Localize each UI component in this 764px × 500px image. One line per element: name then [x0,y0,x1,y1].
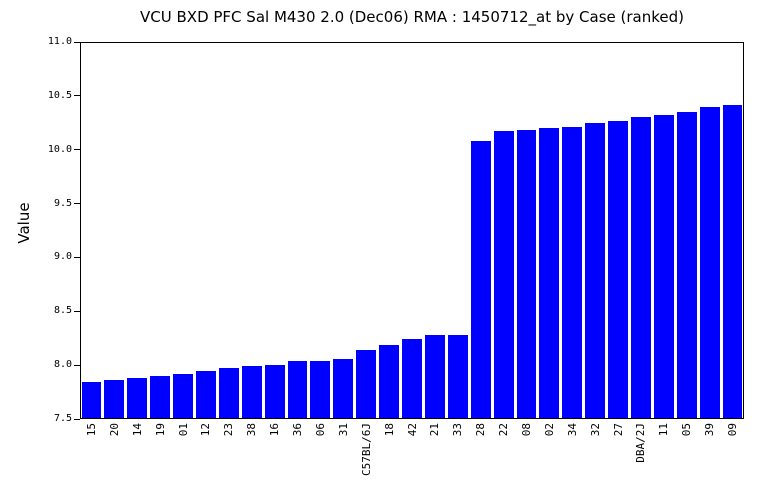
bar [287,360,308,418]
y-tick-mark [74,41,80,43]
x-tick-label: 20 [107,423,121,437]
bar [631,117,651,418]
bar [608,120,628,418]
bar [104,380,125,418]
y-tick-label: 8.0 [53,359,72,371]
x-tick-label: 21 [428,423,442,437]
x-tick-label: 28 [474,423,488,437]
x-tick-label: 23 [222,423,236,437]
bar [333,358,354,418]
y-tick-label: 10.5 [47,89,72,101]
x-tick-label: 05 [680,423,694,437]
y-tick-mark [74,310,80,312]
bar [493,131,514,418]
bar [585,122,606,418]
x-tick-label: 31 [336,423,350,437]
bar [356,350,377,418]
y-tick-mark [74,256,80,258]
bar [699,106,720,418]
bar [81,382,102,418]
x-tick-label: DBA/2J [634,423,648,463]
bar [173,373,193,418]
bar [150,376,171,418]
x-tick-label: 02 [542,423,556,437]
y-axis-label: Value [15,202,33,244]
plot-area [80,42,744,419]
bar [264,365,285,418]
x-tick-label: 19 [153,423,167,437]
x-tick-label: 11 [657,423,671,437]
x-tick-label: 14 [130,423,144,437]
x-tick-label: 08 [519,423,533,437]
x-tick-label: 01 [176,423,190,437]
y-tick-mark [74,364,80,366]
x-tick-label: 18 [382,423,396,437]
x-tick-label: 09 [726,423,740,437]
chart-title: VCU BXD PFC Sal M430 2.0 (Dec06) RMA : 1… [140,8,684,26]
y-tick-label: 8.5 [53,305,72,317]
bar [676,112,697,418]
bar [653,115,674,418]
x-tick-label: 15 [84,423,98,437]
x-tick-label: 32 [588,423,602,437]
x-tick-label: 33 [451,423,465,437]
x-tick-label: 38 [245,423,259,437]
x-tick-label: 27 [611,423,625,437]
x-tick-label: C57BL/6J [359,423,373,476]
bar [127,378,148,418]
x-tick-label: 12 [199,423,213,437]
bar [402,339,422,418]
y-tick-mark [74,149,80,151]
bar [241,366,262,418]
y-tick-mark [74,203,80,205]
bar [722,104,743,418]
x-tick-label: 06 [313,423,327,437]
y-tick-label: 7.5 [53,413,72,424]
y-tick-label: 10.0 [47,143,72,155]
x-tick-label: 42 [405,423,419,437]
y-tick-mark [74,418,80,420]
bar [470,141,491,418]
x-tick-label: 22 [497,423,511,437]
y-tick-label: 9.5 [53,197,72,209]
x-tick-label: 34 [565,423,579,437]
bar [218,368,239,418]
bar [195,370,216,418]
x-tick-label: 16 [268,423,282,437]
bar [562,127,583,418]
x-tick-label: 39 [703,423,717,437]
bar [447,335,468,418]
y-tick-mark [74,95,80,97]
y-tick-label: 11.0 [47,36,72,47]
y-tick-label: 9.0 [53,251,72,263]
bar [516,130,537,418]
bar [539,128,560,418]
bar [310,360,331,418]
bar [424,335,445,418]
bar [379,344,400,418]
x-tick-label: 36 [291,423,305,437]
